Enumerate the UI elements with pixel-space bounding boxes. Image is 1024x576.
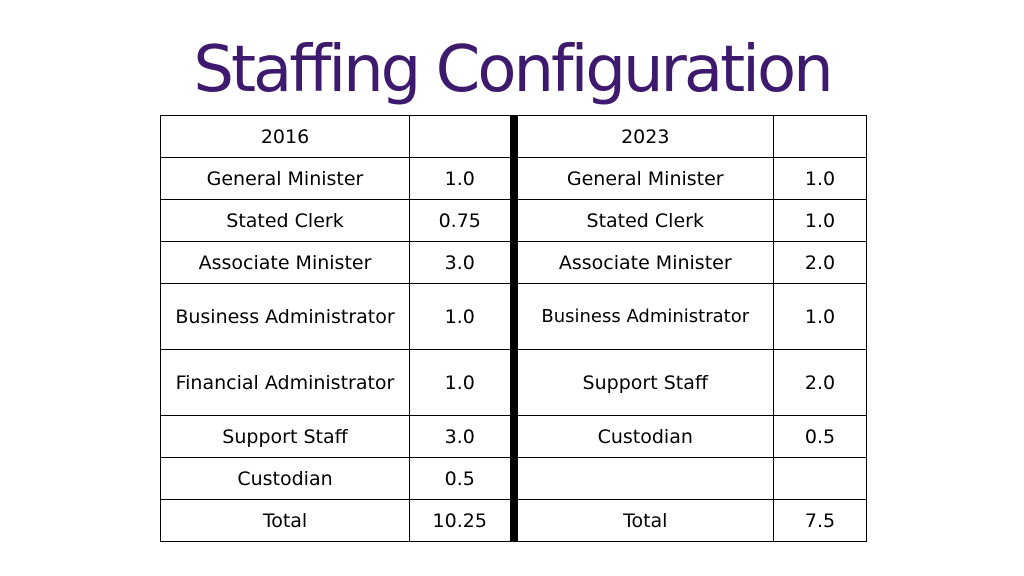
- role-2023: Support Staff: [513, 349, 774, 416]
- table-row: Stated Clerk 0.75 Stated Clerk 1.0: [160, 199, 867, 242]
- fte-2023: [773, 457, 867, 500]
- role-2023: Stated Clerk: [513, 199, 774, 242]
- total-row: Total 10.25 Total 7.5: [160, 499, 867, 542]
- fte-2023: 1.0: [773, 199, 867, 242]
- total-value-2023: 7.5: [773, 499, 867, 542]
- fte-2016: 1.0: [409, 283, 518, 350]
- fte-2016: 0.5: [409, 457, 518, 500]
- role-2023: General Minister: [513, 157, 774, 200]
- role-2023: Custodian: [513, 415, 774, 458]
- header-year-2016: 2016: [160, 115, 410, 158]
- page-title: Staffing Configuration: [193, 33, 833, 107]
- table-row: General Minister 1.0 General Minister 1.…: [160, 157, 867, 200]
- role-2016: Support Staff: [160, 415, 410, 458]
- fte-2023: 2.0: [773, 241, 867, 284]
- staffing-table: 2016 2023 General Minister 1.0 General M…: [160, 115, 867, 542]
- role-2023: Associate Minister: [513, 241, 774, 284]
- total-value-2016: 10.25: [409, 499, 518, 542]
- role-2016: Stated Clerk: [160, 199, 410, 242]
- fte-2016: 1.0: [409, 349, 518, 416]
- table-row: Custodian 0.5: [160, 457, 867, 500]
- header-blank-left: [409, 115, 518, 158]
- table-row: Associate Minister 3.0 Associate Ministe…: [160, 241, 867, 284]
- fte-2016: 1.0: [409, 157, 518, 200]
- fte-2023: 0.5: [773, 415, 867, 458]
- fte-2016: 3.0: [409, 415, 518, 458]
- table-row: Financial Administrator 1.0 Support Staf…: [160, 349, 867, 416]
- fte-2023: 2.0: [773, 349, 867, 416]
- fte-2023: 1.0: [773, 283, 867, 350]
- role-2023: [513, 457, 774, 500]
- role-2016: Financial Administrator: [160, 349, 410, 416]
- header-blank-right: [773, 115, 867, 158]
- table-row: Support Staff 3.0 Custodian 0.5: [160, 415, 867, 458]
- fte-2016: 3.0: [409, 241, 518, 284]
- header-year-2023: 2023: [513, 115, 774, 158]
- role-2016: General Minister: [160, 157, 410, 200]
- role-2016: Business Administrator: [160, 283, 410, 350]
- total-label-2023: Total: [513, 499, 774, 542]
- role-2016: Custodian: [160, 457, 410, 500]
- header-row: 2016 2023: [160, 115, 867, 158]
- fte-2016: 0.75: [409, 199, 518, 242]
- table-row: Business Administrator 1.0 Business Admi…: [160, 283, 867, 350]
- total-label-2016: Total: [160, 499, 410, 542]
- role-2016: Associate Minister: [160, 241, 410, 284]
- role-2023: Business Administrator: [513, 283, 774, 350]
- fte-2023: 1.0: [773, 157, 867, 200]
